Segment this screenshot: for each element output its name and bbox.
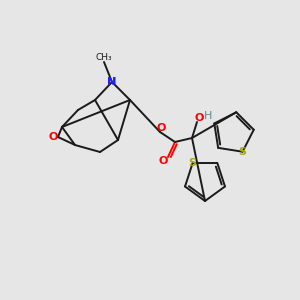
- Text: N: N: [107, 77, 117, 87]
- Text: S: S: [238, 147, 247, 157]
- Text: N: N: [107, 77, 117, 87]
- Text: O: O: [194, 113, 204, 123]
- Text: H: H: [204, 111, 212, 121]
- Text: O: O: [156, 123, 166, 133]
- Text: O: O: [158, 156, 168, 166]
- Text: S: S: [189, 158, 197, 168]
- Text: O: O: [48, 132, 58, 142]
- Text: CH₃: CH₃: [96, 52, 112, 62]
